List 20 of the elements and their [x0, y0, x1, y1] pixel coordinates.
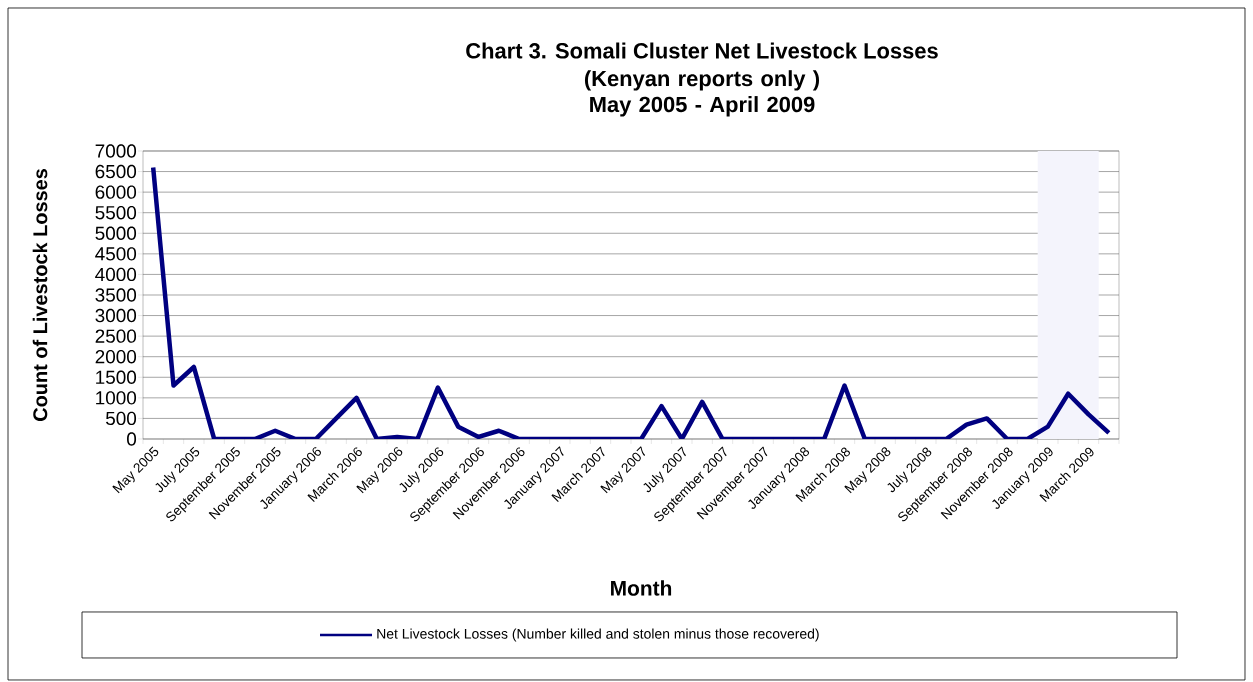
y-tick-label: 2500	[95, 329, 137, 343]
y-axis-title: Count of Livestock Losses	[32, 169, 48, 421]
y-tick-label: 5000	[95, 226, 137, 240]
y-tick-label: 2000	[95, 350, 137, 364]
legend-label: Net Livestock Losses (Number killed and stolen minus those recovered)	[377, 628, 819, 642]
y-tick-label: 1500	[96, 370, 137, 384]
y-tick-label: 7000	[95, 144, 137, 158]
y-tick-label: 6500	[95, 164, 137, 179]
y-tick-label: 4500	[95, 247, 137, 261]
y-tick-label: 3500	[95, 288, 137, 302]
y-tick-label: 4000	[95, 267, 137, 282]
y-tick-label: 5500	[95, 206, 137, 220]
y-tick-label: 6000	[95, 185, 137, 199]
y-tick-label: 500	[105, 411, 137, 426]
chart-title: Chart 3. Somali Cluster Net Livestock Losses	[466, 42, 938, 59]
y-tick-label: 0	[127, 432, 137, 446]
y-tick-label: 1000	[96, 391, 137, 405]
y-tick-label: 3000	[95, 308, 137, 323]
x-axis-title: Month	[611, 580, 672, 596]
chart-subtitle: (Kenyan reports only ) May 2005 - April 2009	[584, 70, 820, 117]
